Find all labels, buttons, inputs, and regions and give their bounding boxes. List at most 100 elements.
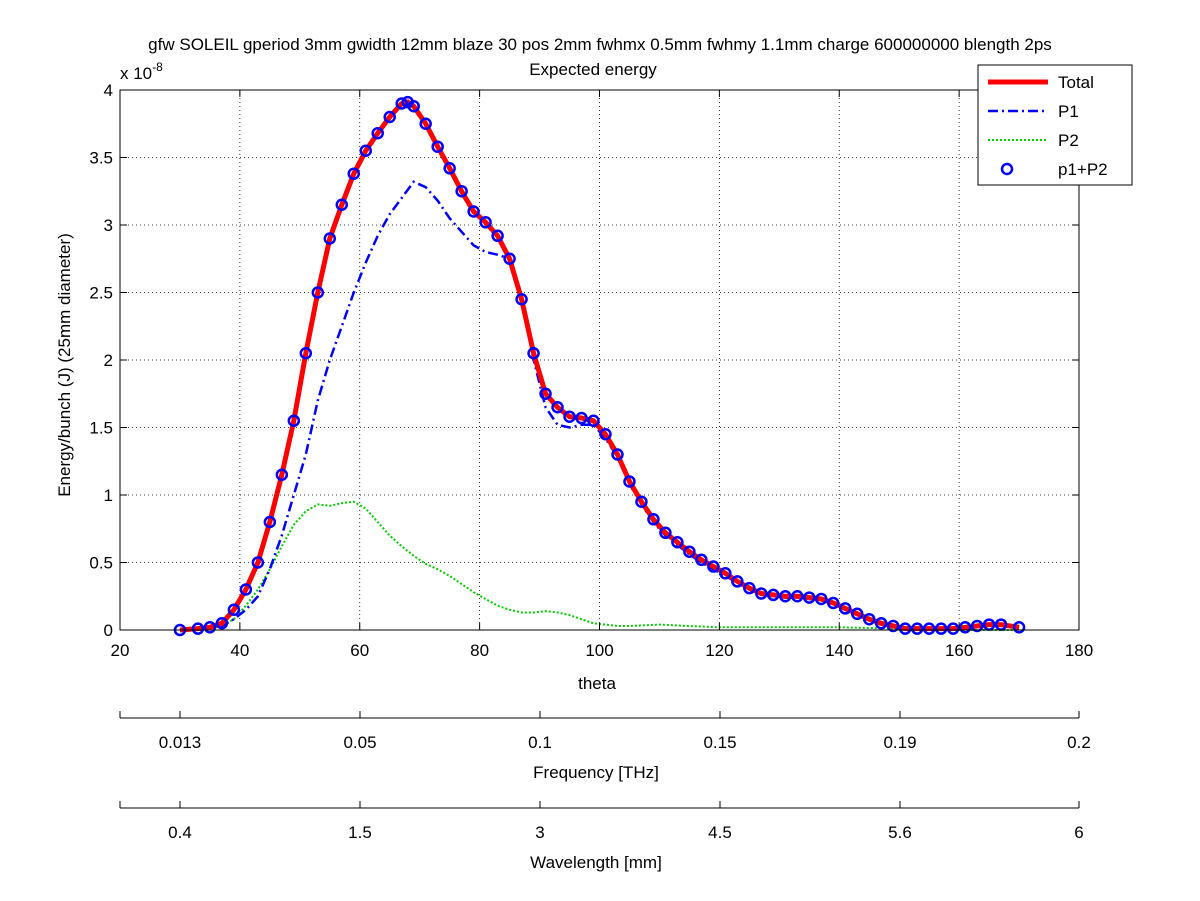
plot-series (173, 95, 1026, 637)
y-axis-label: Energy/bunch (J) (25mm diameter) (55, 233, 74, 497)
data-point (731, 575, 744, 588)
data-point (755, 587, 768, 600)
data-point (958, 621, 972, 634)
data-point (539, 387, 552, 400)
legend-label: P2 (1058, 131, 1079, 150)
data-point (922, 622, 936, 635)
data-point (647, 513, 660, 526)
secondary-tick-label: 4.5 (708, 823, 732, 842)
data-point (970, 619, 984, 633)
data-point (803, 591, 816, 604)
x-tick-label: 180 (1065, 641, 1093, 660)
data-point (203, 621, 217, 634)
data-point (347, 167, 361, 180)
y-tick-label: 4 (104, 81, 113, 100)
data-point (323, 232, 337, 245)
data-point (467, 205, 480, 218)
data-point (263, 515, 277, 529)
legend: Total P1 P2 p1+P2 (977, 64, 1133, 186)
data-point (850, 607, 864, 621)
x-tick-label: 40 (230, 641, 249, 660)
data-point (311, 286, 325, 299)
data-point (886, 619, 900, 633)
legend-entry: p1+P2 (1000, 160, 1108, 179)
legend-entry: Total (988, 73, 1094, 92)
chart-subtitle: Expected energy (529, 60, 657, 79)
secondary-tick-label: 0.2 (1067, 733, 1091, 752)
x-tick-label: 140 (825, 641, 853, 660)
x-tick-label: 80 (470, 641, 489, 660)
data-point (227, 603, 241, 616)
data-point (599, 428, 612, 441)
data-point (371, 126, 384, 140)
data-point (743, 581, 756, 595)
data-point (503, 252, 516, 265)
data-point (838, 602, 852, 615)
data-point (431, 140, 444, 153)
data-point (946, 622, 960, 635)
secondary-tick-label: 0.15 (703, 733, 736, 752)
secondary-axis-label: Wavelength [mm] (530, 853, 662, 872)
data-point (671, 536, 684, 549)
data-point (287, 414, 301, 427)
x-tick-label: 160 (945, 641, 973, 660)
secondary-tick-label: 3 (535, 823, 544, 842)
x-tick-label: 100 (585, 641, 613, 660)
data-point (395, 97, 408, 110)
data-point (683, 545, 696, 558)
data-point (898, 622, 912, 635)
legend-swatch (1000, 162, 1014, 176)
secondary-axis-label: Frequency [THz] (533, 763, 659, 782)
data-point (491, 229, 504, 243)
y-tick-label: 1 (104, 486, 113, 505)
secondary-tick-label: 6 (1074, 823, 1083, 842)
secondary-axes: 0.013 0.05 0.1 0.15 0.19 0.2 Frequency [THz] 0.… (119, 711, 1091, 872)
data-point (779, 590, 792, 603)
data-point (874, 617, 888, 630)
data-point (827, 596, 840, 610)
legend-label: Total (1058, 73, 1094, 92)
data-point (635, 495, 648, 508)
secondary-tick-label: 0.19 (883, 733, 916, 752)
data-point (611, 448, 624, 461)
data-point (551, 401, 564, 414)
chart-title: gfw SOLEIL gperiod 3mm gwidth 12mm blaze… (148, 35, 1052, 54)
x-axis-label: theta (578, 674, 616, 693)
data-point (191, 622, 205, 635)
y-exponent-power: -8 (152, 60, 163, 74)
data-point (719, 567, 732, 580)
data-point (815, 592, 828, 606)
series-line-p1 (179, 180, 1020, 632)
data-point (299, 347, 313, 360)
secondary-tick-label: 0.4 (168, 823, 192, 842)
x-tick-label: 20 (111, 641, 130, 660)
data-point (659, 526, 672, 540)
y-exponent-base: x 10 (120, 64, 152, 83)
data-point (359, 144, 372, 157)
x-tick-label: 60 (350, 641, 369, 660)
legend-label: p1+P2 (1058, 160, 1108, 179)
data-point (695, 553, 708, 567)
legend-entry: P1 (988, 102, 1079, 121)
data-point (239, 583, 253, 596)
secondary-tick-label: 1.5 (348, 823, 372, 842)
data-point (862, 612, 876, 626)
secondary-tick-label: 0.1 (528, 733, 552, 752)
secondary-tick-label: 0.05 (343, 733, 376, 752)
data-point (479, 216, 492, 229)
data-point (910, 622, 924, 635)
data-point (443, 162, 456, 175)
series-markers (173, 95, 1026, 637)
secondary-tick-label: 0.013 (159, 733, 202, 752)
y-tick-label: 3.5 (89, 149, 113, 168)
data-point (767, 588, 780, 602)
data-point (419, 117, 432, 130)
data-point (707, 560, 720, 573)
data-point (251, 556, 265, 569)
y-tick-label: 1.5 (89, 419, 113, 438)
data-point (623, 475, 636, 488)
y-tick-label: 0 (104, 621, 113, 640)
data-point (563, 410, 576, 423)
data-point (575, 411, 588, 425)
